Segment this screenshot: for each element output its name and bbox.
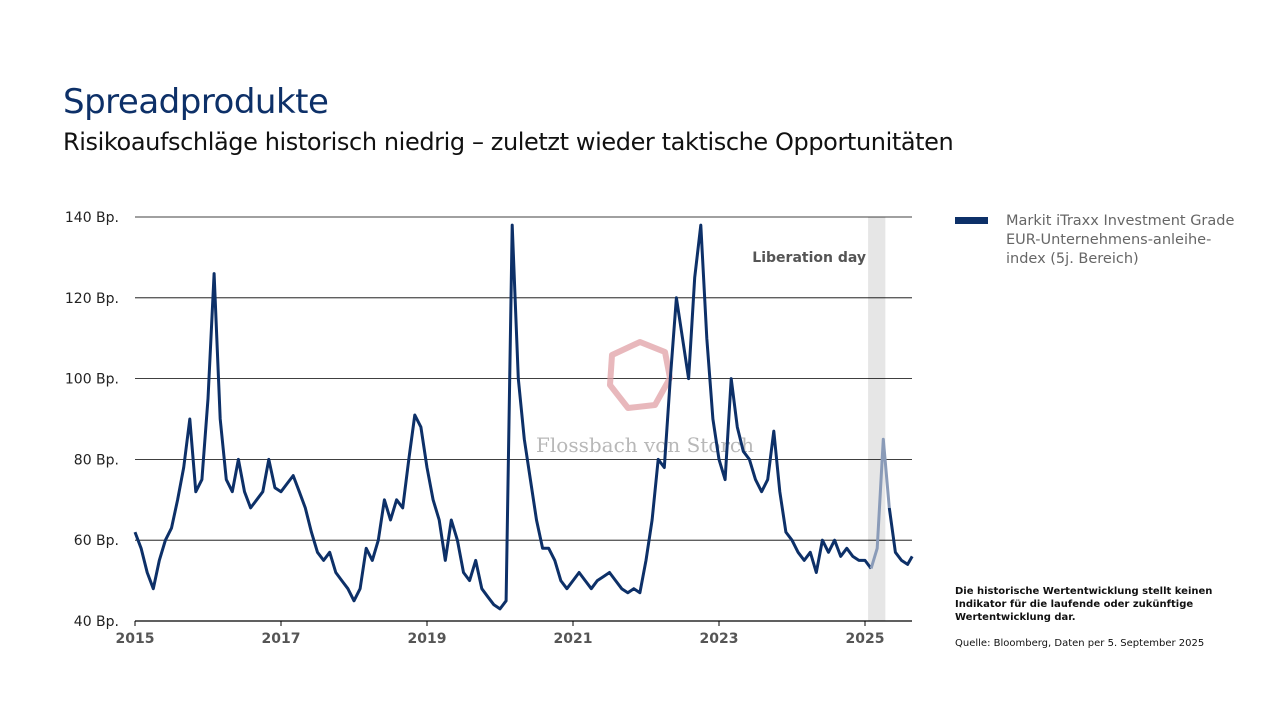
source-note: Quelle: Bloomberg, Daten per 5. Septembe…: [955, 638, 1205, 649]
legend: Markit iTraxx Investment Grade EUR-Unter…: [955, 212, 1236, 269]
annotation-liberation-day: Liberation day: [752, 250, 866, 266]
y-tick-label: 100 Bp.: [65, 372, 119, 388]
x-tick-label: 2025: [846, 631, 885, 647]
page-subtitle: Risikoaufschläge historisch niedrig – zu…: [63, 128, 954, 156]
x-tick-label: 2021: [554, 631, 593, 647]
x-tick-label: 2019: [408, 631, 447, 647]
y-tick-label: 140 Bp.: [65, 210, 119, 226]
y-tick-label: 60 Bp.: [74, 533, 119, 549]
watermark-logo: Flossbach von Storch: [536, 339, 754, 457]
disclaimer: Die historische Wertentwicklung stellt k…: [955, 586, 1213, 623]
y-tick-label: 80 Bp.: [74, 452, 119, 468]
series-line-highlight: [869, 437, 891, 569]
watermark-text: Flossbach von Storch: [536, 433, 754, 457]
series-line: [133, 223, 873, 611]
y-tick-label: 120 Bp.: [65, 291, 119, 307]
series-line: [887, 507, 914, 566]
y-tick-label: 40 Bp.: [74, 614, 119, 630]
x-tick-label: 2017: [262, 631, 301, 647]
watermark-heptagon-icon: [607, 339, 673, 411]
legend-label: Markit iTraxx Investment Grade EUR-Unter…: [1006, 213, 1235, 267]
legend-swatch: [955, 217, 988, 224]
page-title: Spreadprodukte: [63, 82, 329, 122]
highlight-band: [868, 217, 886, 621]
x-tick-label: 2015: [116, 631, 155, 647]
x-tick-label: 2023: [700, 631, 739, 647]
